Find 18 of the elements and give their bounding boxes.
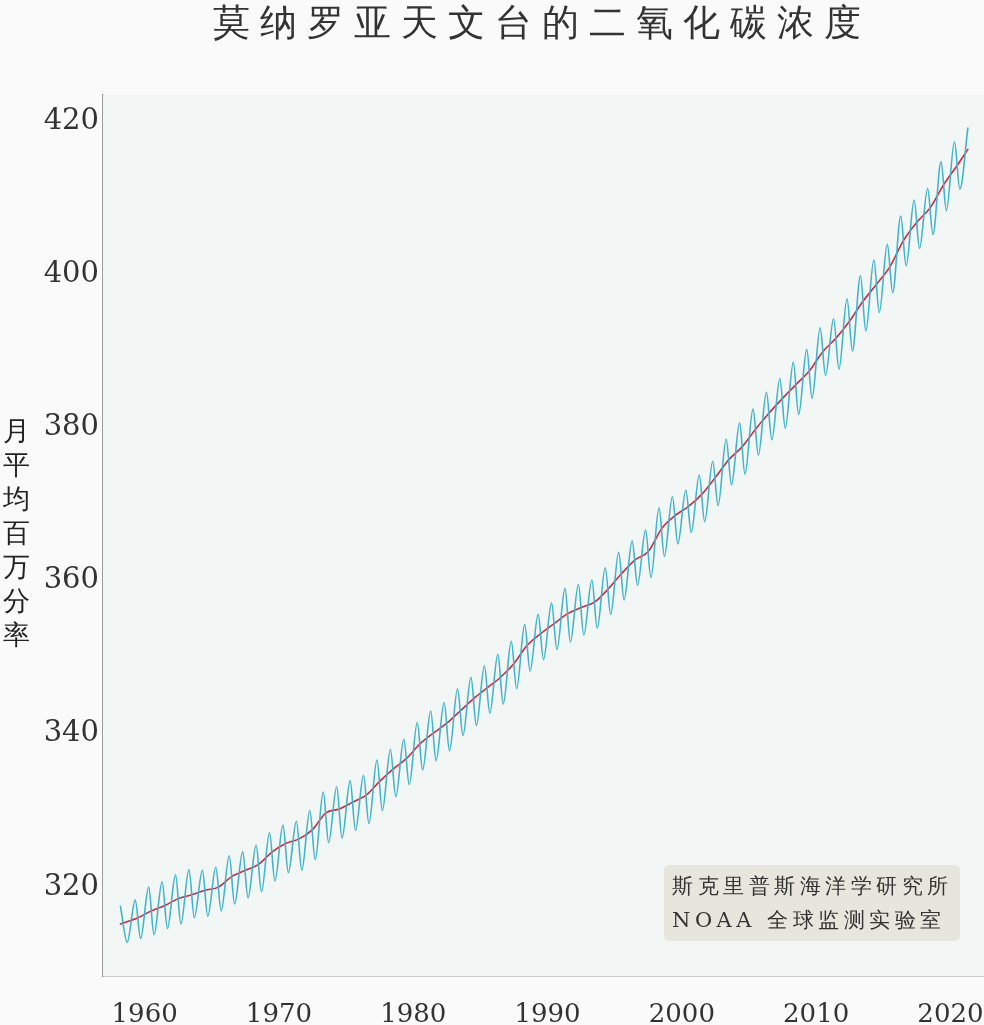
y-tick-label: 420 [43,101,99,136]
y-tick-label: 320 [43,867,99,902]
x-tick-label: 2000 [648,998,715,1025]
x-tick-label: 2010 [783,998,850,1025]
x-tick-label: 2020 [917,998,984,1025]
y-tick-label: 380 [43,408,99,443]
y-tick-label: 360 [43,561,99,596]
x-tick-label: 1970 [245,998,313,1025]
x-tick-label: 1980 [380,998,447,1025]
y-tick-label: 340 [43,714,99,749]
y-axis-title: 月平均百万分率 [1,414,31,652]
note-box: 斯克里普斯海洋学研究所 NOAA 全球监测实验室 [664,865,960,941]
chart-title: 莫纳罗亚天文台的二氧化碳浓度 [213,0,871,46]
y-tick-label: 400 [43,254,99,289]
x-tick-label: 1990 [514,998,581,1025]
x-tick-label: 1960 [111,998,178,1025]
annotation: 斯克里普斯海洋学研究所 [672,873,954,900]
annotation: NOAA 全球监测实验室 [672,907,947,934]
